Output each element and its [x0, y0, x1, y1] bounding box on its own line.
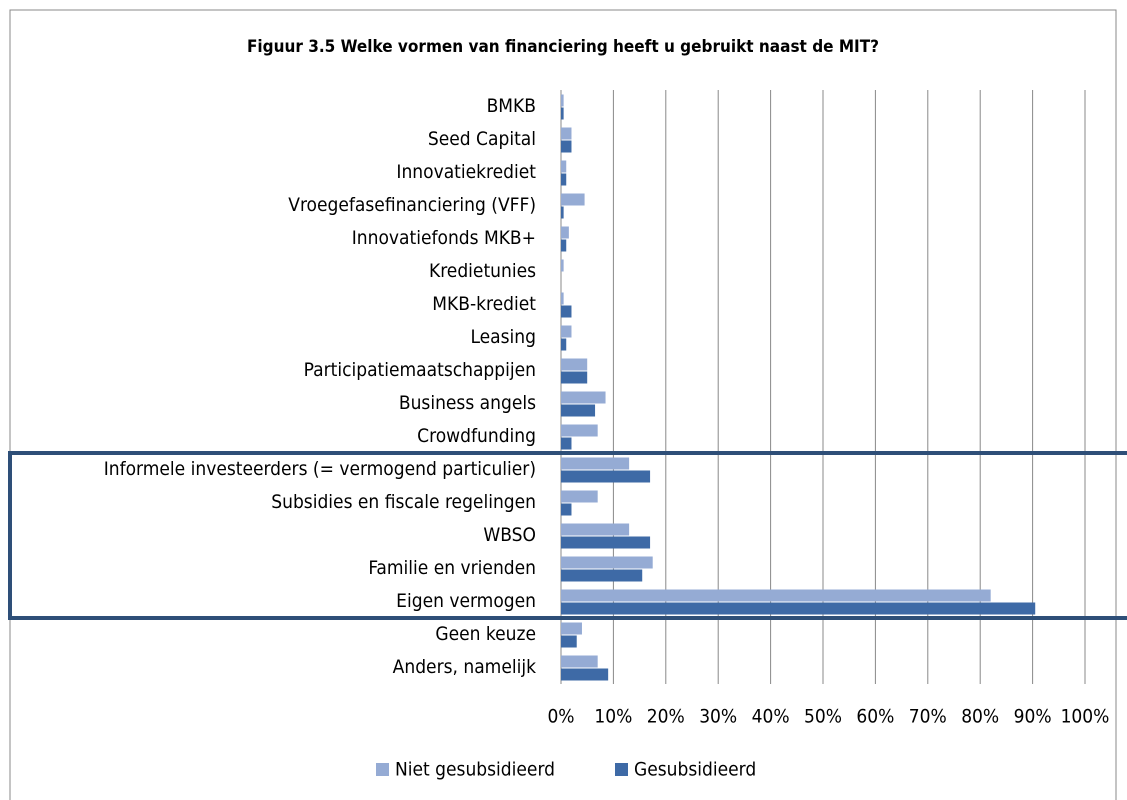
legend-label: Gesubsidieerd	[634, 759, 756, 781]
legend-swatch	[376, 763, 389, 776]
bar	[561, 160, 567, 173]
x-tick-label: 80%	[961, 706, 999, 728]
bar	[561, 391, 606, 404]
bar	[561, 127, 572, 140]
x-tick-label: 30%	[699, 706, 737, 728]
bar	[561, 193, 585, 206]
bar	[561, 140, 572, 153]
y-tick-label: Innovatiefonds MKB+	[352, 227, 536, 249]
x-tick-label: 100%	[1061, 706, 1110, 728]
y-tick-label: Business angels	[399, 392, 536, 414]
bar	[561, 457, 630, 470]
bar	[561, 556, 653, 569]
bar	[561, 622, 582, 635]
y-tick-label: Eigen vermogen	[396, 590, 536, 612]
bar	[561, 371, 588, 384]
x-tick-label: 60%	[856, 706, 894, 728]
bar	[561, 503, 572, 516]
x-tick-label: 50%	[804, 706, 842, 728]
bar	[561, 668, 609, 681]
bar	[561, 226, 569, 239]
y-tick-label: Geen keuze	[435, 623, 536, 645]
x-tick-label: 70%	[909, 706, 947, 728]
bar	[561, 239, 567, 252]
x-tick-label: 10%	[594, 706, 632, 728]
chart-title: Figuur 3.5 Welke vormen van financiering…	[247, 37, 879, 57]
y-tick-label: Informele investeerders (= vermogend par…	[104, 458, 536, 480]
bar	[561, 107, 564, 120]
y-tick-label: Kredietunies	[429, 260, 536, 282]
y-tick-label: Familie en vrienden	[368, 557, 536, 579]
x-tick-label: 0%	[547, 706, 574, 728]
bar	[561, 589, 991, 602]
bar	[561, 536, 651, 549]
bar	[561, 358, 588, 371]
legend-swatch	[615, 763, 628, 776]
bar	[561, 338, 567, 351]
y-tick-label: Innovatiekrediet	[396, 161, 536, 183]
x-tick-label: 20%	[647, 706, 685, 728]
bar	[561, 94, 564, 107]
bar	[561, 569, 643, 582]
bar	[561, 404, 596, 417]
y-tick-label: WBSO	[483, 524, 536, 546]
y-tick-label: MKB-krediet	[432, 293, 536, 315]
bar	[561, 259, 564, 272]
bar	[561, 655, 598, 668]
bar	[561, 325, 572, 338]
y-tick-label: Vroegefasefinanciering (VFF)	[288, 194, 536, 216]
bar	[561, 206, 564, 219]
bar	[561, 437, 572, 450]
y-tick-label: Leasing	[470, 326, 536, 348]
bar	[561, 635, 577, 648]
bar	[561, 470, 651, 483]
bar	[561, 424, 598, 437]
y-tick-label: Subsidies en fiscale regelingen	[271, 491, 536, 513]
y-tick-label: Participatiemaatschappijen	[304, 359, 536, 381]
y-tick-label: Crowdfunding	[417, 425, 536, 447]
legend-label: Niet gesubsidieerd	[395, 759, 555, 781]
bar	[561, 490, 598, 503]
bar	[561, 602, 1036, 615]
bar	[561, 173, 567, 186]
bar	[561, 523, 630, 536]
y-tick-label: Seed Capital	[428, 128, 536, 150]
highlight-box	[8, 451, 1127, 620]
bar	[561, 305, 572, 318]
x-tick-label: 40%	[752, 706, 790, 728]
bar	[561, 292, 564, 305]
y-tick-label: Anders, namelijk	[393, 656, 536, 678]
x-tick-label: 90%	[1014, 706, 1052, 728]
y-tick-label: BMKB	[487, 95, 536, 117]
